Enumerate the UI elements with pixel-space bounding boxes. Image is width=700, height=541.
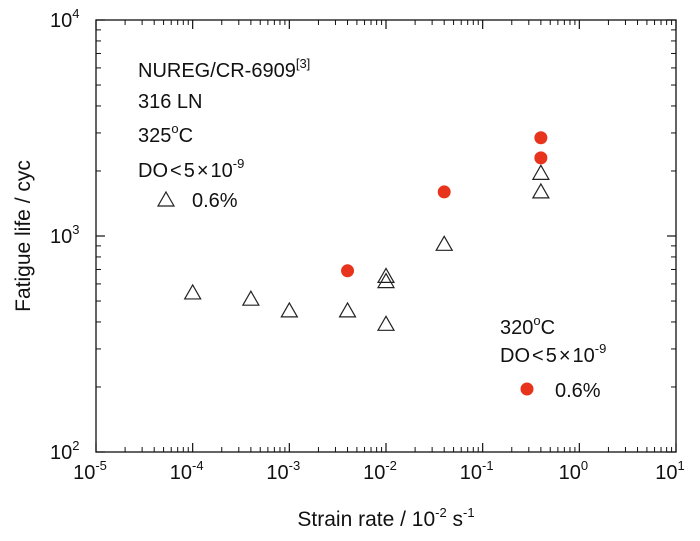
annotation-group-325c: NUREG/CR-6909[3] 316 LN 325oC DO <5 × 10-9 … <box>138 56 310 212</box>
data-point-triangle <box>280 301 299 318</box>
data-point-triangle <box>338 301 357 318</box>
legend-circle-icon <box>520 382 534 396</box>
x-tick-label: 10-1 <box>460 458 494 484</box>
y-tick-label: 103 <box>50 222 79 248</box>
data-points <box>183 131 550 331</box>
x-tick-label: 10-3 <box>266 458 300 484</box>
data-point-triangle <box>376 315 396 331</box>
do-label-1: DO <5 × 10-9 <box>138 156 244 182</box>
do-label-2: DO <5 × 10-9 <box>500 341 606 367</box>
x-tick-label: 10-4 <box>170 458 204 484</box>
temperature-label-320: 320oC <box>500 313 555 339</box>
material-label: 316 LN <box>138 91 203 113</box>
source-label: NUREG/CR-6909[3] <box>138 56 310 82</box>
data-point-circle <box>534 151 548 165</box>
y-tick-label: 102 <box>50 438 79 464</box>
y-axis-title: Fatigue life / cyc <box>12 160 35 312</box>
temperature-label-325: 325oC <box>138 121 193 147</box>
x-tick-labels: 10-5 10-4 10-3 10-2 10-1 100 101 <box>73 458 685 484</box>
x-tick-label: 100 <box>559 458 588 484</box>
data-point-circle <box>534 131 548 145</box>
legend-label-1: 0.6% <box>192 190 238 212</box>
data-point-triangle <box>183 283 202 300</box>
x-axis-title: Strain rate / 10-2 s-1 <box>297 505 474 531</box>
axis-ticks <box>95 19 677 453</box>
y-tick-labels: 102 103 104 <box>50 6 79 464</box>
data-point-triangle <box>531 164 550 180</box>
x-tick-label: 101 <box>655 458 684 484</box>
data-point-triangle <box>376 267 396 284</box>
x-tick-label: 10-5 <box>73 458 107 484</box>
data-point-triangle <box>531 182 550 199</box>
x-tick-label: 10-2 <box>363 458 397 484</box>
data-point-circle <box>437 185 451 199</box>
data-point-triangle <box>435 235 454 251</box>
annotation-group-320c: 320oC DO <5 × 10-9 0.6% <box>500 313 606 402</box>
legend-label-2: 0.6% <box>555 380 601 402</box>
legend-triangle-icon <box>156 190 176 207</box>
data-point-triangle <box>241 289 260 306</box>
data-point-triangle <box>376 272 396 289</box>
data-point-circle <box>341 264 355 278</box>
y-tick-label: 104 <box>50 6 79 32</box>
